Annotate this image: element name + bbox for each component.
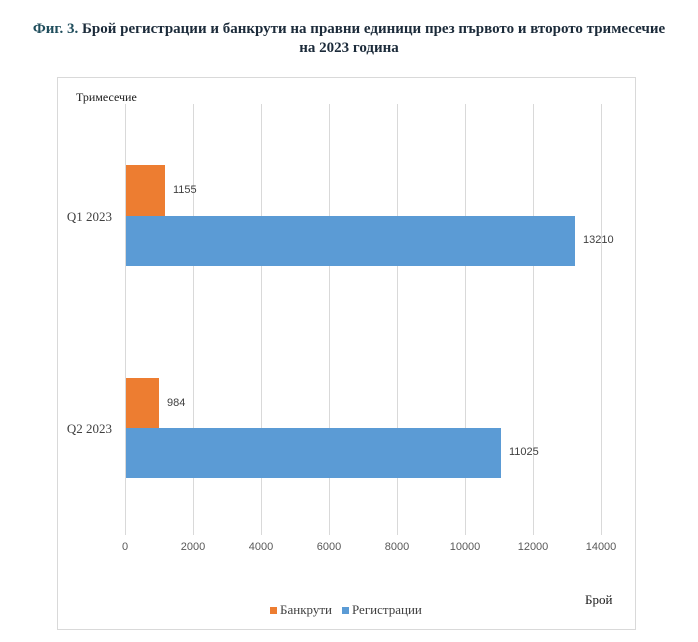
legend-swatch-orange: [270, 606, 277, 614]
legend-item-bankruptcies: Банкрути: [270, 602, 332, 618]
chart-title: Фиг. 3. Брой регистрации и банкрути на п…: [0, 20, 698, 58]
value-label-registrations-q2: 11025: [509, 446, 539, 458]
legend-label: Банкрути: [280, 602, 332, 617]
bar-registrations-q1: [126, 216, 575, 266]
value-label-registrations-q1: 13210: [583, 234, 614, 246]
x-tick-label: 0: [121, 541, 129, 553]
gridline: [601, 104, 602, 535]
x-tick-label: 10000: [449, 541, 481, 553]
gridline: [261, 104, 262, 535]
legend-item-registrations: Регистрации: [341, 602, 422, 618]
bar-bankruptcies-q2: [126, 378, 159, 428]
gridline: [193, 104, 194, 535]
legend: Банкрути Регистрации: [270, 602, 422, 618]
bar-registrations-q2: [126, 428, 501, 478]
category-label-q1: Q1 2023: [66, 209, 112, 224]
legend-label: Регистрации: [351, 602, 422, 617]
x-tick-label: 2000: [180, 541, 206, 553]
gridline: [465, 104, 466, 535]
gridline: [329, 104, 330, 535]
x-tick-label: 4000: [248, 541, 274, 553]
value-label-bankruptcies-q1: 1155: [173, 184, 197, 196]
value-label-bankruptcies-q2: 984: [167, 397, 186, 409]
x-tick-label: 8000: [384, 541, 410, 553]
category-label-q2: Q2 2023: [66, 421, 112, 436]
x-tick-label: 14000: [585, 541, 617, 553]
chart-frame: [57, 77, 636, 630]
title-line-2: на 2023 година: [299, 40, 399, 56]
gridline: [125, 104, 126, 535]
legend-swatch-blue: [341, 606, 349, 614]
y-axis-title: Тримесечие: [76, 90, 137, 104]
title-line-1: Брой регистрации и банкрути на правни ед…: [78, 21, 666, 37]
x-axis-title: Брой: [585, 592, 613, 607]
x-tick-label: 12000: [517, 541, 549, 553]
gridline: [533, 104, 534, 535]
x-tick-label: 6000: [316, 541, 342, 553]
gridline: [397, 104, 398, 535]
bar-bankruptcies-q1: [126, 165, 165, 216]
figure-number: Фиг. 3.: [32, 21, 79, 37]
